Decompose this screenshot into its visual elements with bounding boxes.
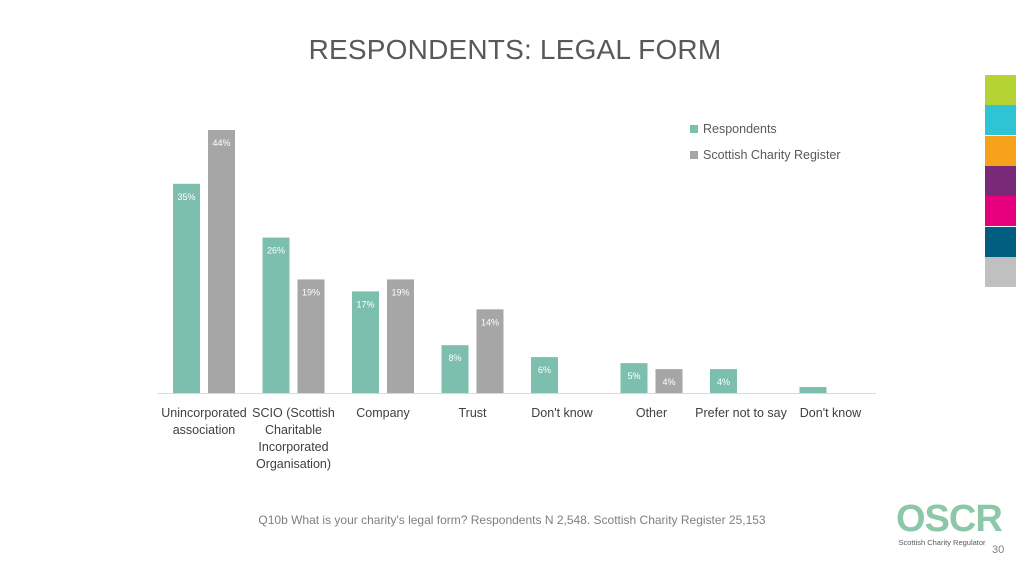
slide-title: RESPONDENTS: LEGAL FORM [308,34,722,65]
legend-swatch-register [690,151,698,159]
data-label-respondents-1: 26% [267,246,285,256]
data-label-register-0: 44% [212,138,230,148]
category-label-5: Other [635,406,668,420]
bar-respondents-7 [799,387,827,393]
page-number: 30 [992,544,1005,556]
bar-respondents-4 [531,357,558,393]
color-strip-block-2 [985,135,1016,166]
category-label-6: Prefer not to say [695,406,787,420]
data-label-respondents-4: 6% [538,365,551,375]
color-strip-block-0 [985,75,1016,105]
data-label-respondents-6: 4% [717,377,730,387]
category-label-3: Trust [458,406,487,420]
legend-respondents: Respondents [690,122,777,136]
category-label-0: Unincorporated association [161,406,247,437]
bar-respondents-6 [710,369,737,393]
bar-respondents-0 [173,183,200,393]
bar-register-0 [208,130,235,393]
bar-respondents-1 [262,237,290,393]
legend-label-respondents: Respondents [703,122,777,136]
data-label-register-1: 19% [302,287,320,297]
data-label-register-3: 14% [481,317,499,327]
footnote: Q10b What is your charity's legal form? … [258,513,766,527]
bar-register-1 [297,279,325,393]
bar-register-3 [476,309,504,393]
bar-respondents-5 [620,363,648,393]
legend-register: Scottish Charity Register [690,148,841,162]
color-strip-block-1 [985,105,1016,136]
logo-subtitle: Scottish Charity Regulator [898,538,986,547]
data-label-respondents-3: 8% [448,353,461,363]
logo-text: OSCR [896,498,1003,540]
data-label-respondents-5: 5% [627,371,640,381]
data-label-respondents-2: 17% [356,299,374,309]
bar-register-2 [387,279,414,393]
oscr-logo: OSCR Scottish Charity Regulator [896,498,1003,547]
category-label-2: Company [356,406,410,420]
bar-register-5 [655,369,683,393]
color-strip-block-3 [985,165,1016,196]
color-strip-block-4 [985,196,1016,227]
category-label-4: Don't know [531,406,593,420]
color-strip-block-6 [985,256,1016,287]
legend-swatch-respondents [690,125,698,133]
color-strip-block-5 [985,226,1016,257]
category-label-7: Don't know [799,406,862,420]
data-label-register-2: 19% [391,287,409,297]
data-label-respondents-0: 35% [177,192,195,202]
bar-respondents-2 [352,291,379,393]
legend-label-register: Scottish Charity Register [703,148,841,162]
data-label-register-5: 4% [662,377,675,387]
bar-respondents-3 [441,345,469,393]
category-label-1: SCIO (Scottish Charitable Incorporated O… [252,406,335,471]
